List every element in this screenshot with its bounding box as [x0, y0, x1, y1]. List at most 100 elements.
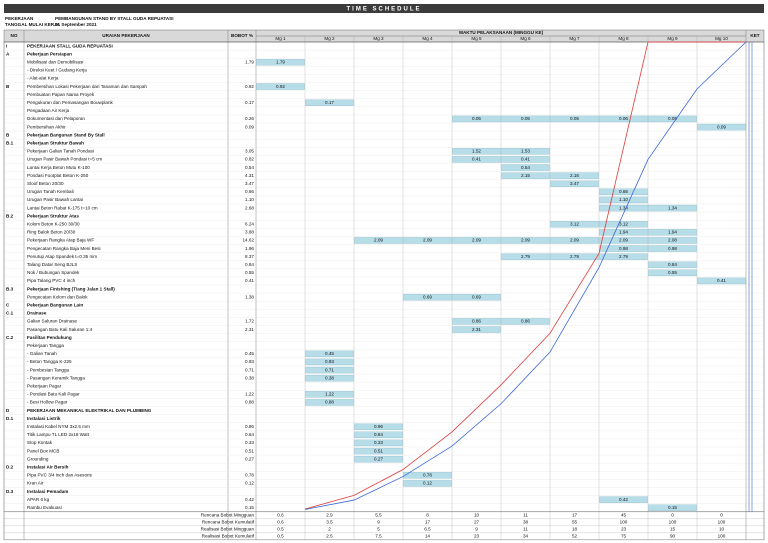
cell-value: 3.47 — [570, 181, 579, 186]
schedule-cell — [354, 447, 403, 455]
footer-value: 0 — [671, 513, 674, 518]
project: PEMBANGUNAN STAND BY STALL GUDA REPUATAS… — [55, 16, 174, 21]
cell-value: 1.22 — [325, 392, 334, 397]
row-no: B — [6, 84, 10, 89]
row-item: Drainase — [27, 311, 47, 316]
row-weight: 0.66 — [245, 189, 254, 194]
s-curve — [304, 41, 746, 510]
row-weight: 0.71 — [245, 367, 254, 372]
footer-value: 3.5 — [326, 520, 333, 525]
col-weight: BOBOT % — [231, 33, 253, 38]
cell-value: 3.12 — [619, 221, 628, 226]
row-weight: 0.84 — [245, 262, 254, 267]
schedule-cell — [305, 374, 354, 382]
row-item: APAR 6 kg — [27, 497, 50, 502]
cell-value: 1.53 — [521, 149, 530, 154]
cell-value: 2.08 — [668, 238, 677, 243]
cell-value: 1.34 — [668, 205, 677, 210]
row-weight: 1.96 — [245, 246, 254, 251]
row-item: Talang Datar Seng BJLS — [27, 262, 77, 267]
week-label: Mg 5 — [471, 36, 482, 41]
schedule-cell — [354, 439, 403, 447]
schedule-cell — [305, 350, 354, 358]
cell-value: 2.09 — [521, 238, 530, 243]
schedule-cell — [501, 148, 550, 155]
week-label: Mg 6 — [520, 36, 531, 41]
schedule-cell — [697, 123, 746, 131]
cell-value: 2.09 — [472, 238, 481, 243]
footer-label: Realisasi Bobot Mingguan — [201, 527, 255, 532]
week-label: Mg 7 — [569, 36, 580, 41]
row-item: Pembuatan Papan Nama Proyek — [27, 92, 95, 97]
row-weight: 0.33 — [245, 440, 254, 445]
row-item: Instalasi Listrik — [27, 416, 61, 421]
cell-value: 0.42 — [619, 497, 628, 502]
cell-value: 0.12 — [423, 481, 432, 486]
schedule-cell — [452, 115, 501, 123]
cell-value: 0.54 — [521, 165, 530, 170]
cell-value: 0.55 — [668, 270, 677, 275]
row-item: Instalasi Kabel NYM 3x2.5 mm — [27, 424, 90, 429]
cell-value: 0.41 — [472, 157, 481, 162]
schedule-cell — [697, 277, 746, 285]
row-weight: 0.82 — [245, 157, 254, 162]
footer-value: 10 — [474, 513, 480, 518]
cell-value: 0.45 — [325, 351, 334, 356]
cell-value: 1.10 — [619, 197, 628, 202]
schedule-cell — [501, 318, 550, 325]
row-weight: 8.37 — [245, 254, 254, 259]
row-item: Grounding — [27, 456, 49, 461]
row-weight: 1.79 — [245, 59, 254, 64]
row-item: - Alat-alat Kerja — [27, 76, 59, 81]
schedule-cell — [403, 480, 452, 487]
schedule-cell — [354, 237, 403, 244]
footer-value: 5.5 — [375, 513, 382, 518]
row-item: Pekerjaan Galian Tanah Pondasi — [27, 149, 94, 154]
footer-value: 0.5 — [277, 527, 284, 532]
footer-value: 2.5 — [326, 534, 333, 539]
col-note: KET — [750, 33, 759, 38]
date-label: TANGGAL MULAI KERJA — [5, 22, 61, 27]
cell-value: 0.15 — [668, 505, 677, 510]
schedule-cell — [599, 245, 648, 252]
row-weight: 0.09 — [245, 124, 254, 129]
footer-value: 0.5 — [277, 534, 284, 539]
cell-value: 2.09 — [374, 238, 383, 243]
schedule-cell — [550, 253, 599, 260]
row-item: Urugan Pasir Bawah Lantai — [27, 197, 83, 202]
footer-value: 11 — [523, 527, 528, 532]
cell-value: 2.79 — [619, 254, 628, 259]
row-no: B — [6, 132, 10, 137]
row-item: Pekerjaan Struktur Bawah — [27, 140, 84, 145]
cell-value: 0.69 — [423, 294, 432, 299]
schedule-cell — [648, 245, 697, 252]
footer-value: 100 — [718, 534, 726, 539]
schedule-cell — [599, 188, 648, 196]
row-item: Pipa PVC 3/4 inch dan Asesoris — [27, 473, 93, 478]
footer-value: 100 — [620, 520, 628, 525]
cell-value: 0.38 — [325, 375, 334, 380]
week-label: Mg 8 — [618, 36, 629, 41]
schedule-cell — [599, 237, 648, 244]
cell-value: 0.86 — [472, 319, 481, 324]
footer-value: 100 — [669, 520, 677, 525]
row-weight: 0.42 — [245, 497, 254, 502]
footer-value: 100 — [718, 520, 726, 525]
schedule-cell — [452, 148, 501, 155]
row-item: - Direksi Keet / Gudang Kerja — [27, 68, 87, 73]
row-item: Pekerjaan Bangunan Stand By Stall — [27, 132, 105, 137]
row-weight: 14.62 — [243, 238, 255, 243]
footer-value: 18 — [572, 527, 578, 532]
cell-value: 2.79 — [521, 254, 530, 259]
row-no: A — [6, 51, 10, 56]
row-item: Fasilitas Pendukung — [27, 335, 72, 340]
schedule-cell — [550, 115, 599, 123]
row-no: B.2 — [6, 213, 14, 218]
cell-value: 0.71 — [325, 367, 334, 372]
cell-value: 3.12 — [570, 221, 579, 226]
footer-value: 55 — [572, 520, 578, 525]
row-weight: 0.92 — [245, 84, 254, 89]
schedule-cell — [599, 253, 648, 260]
row-item: Pekerjaan Struktur Atas — [27, 213, 79, 218]
schedule-cell — [599, 196, 648, 204]
